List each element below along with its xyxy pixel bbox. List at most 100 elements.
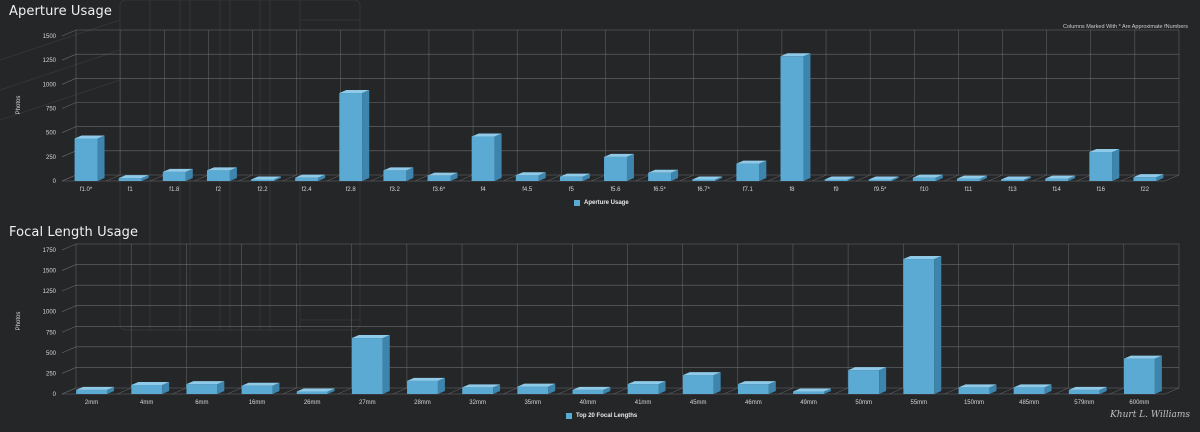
bar-front: [559, 176, 583, 181]
bar-front: [351, 338, 383, 394]
x-tick-label: 579mm: [1074, 400, 1094, 406]
x-tick-label: 150mm: [964, 400, 984, 406]
x-tick-label: 6mm: [195, 400, 208, 406]
bar-side: [582, 173, 590, 181]
bar-side: [107, 386, 115, 394]
bar-top: [295, 174, 326, 178]
gridline-floor: [547, 174, 562, 182]
bar-side: [1044, 384, 1052, 394]
gridline-floor: [117, 387, 132, 395]
gridline-floor: [172, 387, 187, 395]
bar-front: [206, 170, 230, 181]
x-tick-label: 35mm: [524, 400, 541, 406]
bar: [515, 172, 546, 181]
photographer-signature: Khurt L. Williams: [1110, 410, 1190, 420]
bar-top: [517, 383, 556, 387]
gridline-floor: [61, 387, 77, 395]
gridline-horizontal: [61, 29, 1179, 37]
x-tick-label: f5.6: [610, 187, 621, 193]
legend-label: Aperture Usage: [584, 200, 629, 206]
bar-side: [759, 160, 767, 181]
bar-front: [1068, 389, 1100, 394]
bar: [958, 384, 997, 394]
gridline-floor: [723, 174, 738, 182]
bar: [407, 377, 445, 394]
y-tick-label: 250: [46, 155, 57, 161]
bar-top: [1068, 386, 1107, 390]
bar-top: [186, 381, 225, 385]
bar: [572, 386, 611, 394]
gridline-floor: [447, 387, 463, 395]
bar-side: [1024, 176, 1032, 181]
bar-top: [471, 133, 502, 137]
bar-top: [1045, 175, 1076, 179]
bar-front: [824, 179, 848, 181]
bar-front: [118, 178, 142, 181]
bar-top: [407, 377, 445, 381]
chart-legend[interactable]: Top 20 Focal Lengths: [566, 413, 637, 419]
x-tick-label: 485mm: [1019, 400, 1039, 406]
bar-side: [406, 167, 414, 181]
bar-side: [1068, 175, 1076, 181]
bar: [131, 381, 170, 394]
gridline-horizontal: [61, 346, 1179, 354]
legend-label: Top 20 Focal Lengths: [576, 413, 638, 419]
bar-front: [295, 177, 319, 181]
bar-side: [229, 167, 237, 181]
bar-side: [1112, 149, 1120, 181]
y-tick-label: 1250: [43, 289, 57, 295]
x-tick-label: f4.5: [522, 187, 533, 193]
gridline-horizontal: [61, 243, 1179, 251]
x-tick-label: f1.8: [169, 187, 180, 193]
bar-front: [903, 259, 935, 394]
bar-top: [848, 367, 887, 371]
bar-side: [382, 335, 390, 394]
bar-front: [383, 170, 407, 181]
bar-side: [603, 386, 611, 394]
bar-side: [493, 384, 501, 394]
bar-front: [736, 163, 760, 181]
bar-front: [471, 136, 495, 181]
bar-top: [339, 90, 370, 94]
x-tick-label: 46mm: [745, 400, 762, 406]
gridline-floor: [282, 387, 297, 395]
bar-front: [572, 389, 604, 394]
bar-top: [736, 160, 767, 164]
x-tick-label: f22: [1141, 187, 1150, 193]
x-tick-label: f14: [1053, 187, 1062, 193]
bar-side: [658, 381, 666, 394]
chart-legend[interactable]: Aperture Usage: [574, 200, 629, 206]
gridline-horizontal: [61, 102, 1179, 109]
bar: [241, 382, 280, 394]
bar: [471, 133, 502, 181]
bar-top: [462, 384, 501, 388]
x-tick-label: f7.1: [743, 187, 754, 193]
bar: [76, 386, 115, 394]
x-tick-label: 40mm: [580, 400, 597, 406]
bar: [559, 173, 590, 181]
bar-top: [131, 381, 170, 385]
gridline-floor: [668, 387, 683, 395]
bar-top: [296, 388, 335, 392]
bar-top: [868, 176, 899, 180]
gridline-horizontal: [61, 264, 1179, 271]
gridline-floor: [106, 174, 121, 182]
bar-top: [627, 381, 666, 385]
bar-side: [538, 172, 546, 181]
bar-top: [427, 172, 458, 176]
bar: [206, 167, 237, 181]
bar-front: [737, 384, 769, 394]
bar-top: [682, 372, 721, 376]
bar-side: [713, 372, 721, 394]
gridline-floor: [889, 387, 904, 395]
gridline-floor: [591, 174, 606, 182]
bar-front: [162, 171, 186, 181]
x-tick-label: 41mm: [635, 400, 652, 406]
y-tick-label: 0: [53, 179, 57, 185]
bar-top: [692, 176, 723, 180]
x-tick-label: f16: [1097, 187, 1106, 193]
bar: [1068, 386, 1107, 394]
bar: [296, 388, 335, 394]
bar-top: [515, 172, 546, 176]
aperture-usage-chart: Aperture Usage Columns Marked With * Are…: [9, 4, 1188, 206]
